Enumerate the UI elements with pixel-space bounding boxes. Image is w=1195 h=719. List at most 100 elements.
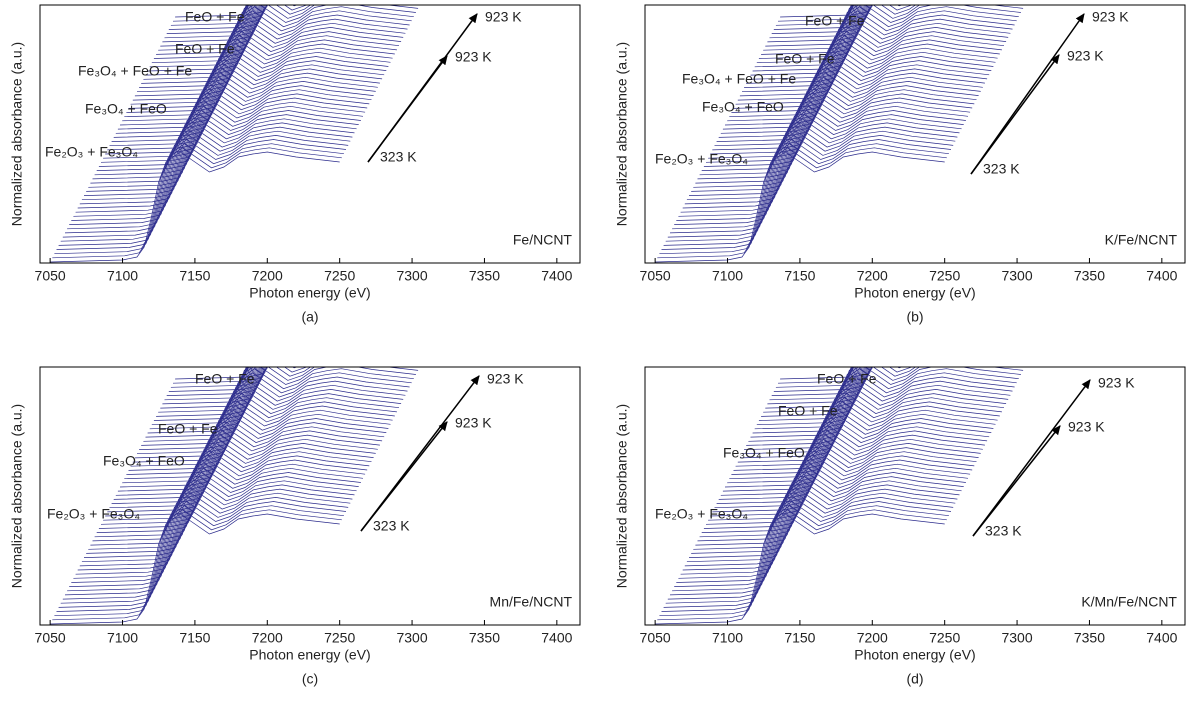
spectrum xyxy=(769,5,869,39)
spectrum xyxy=(731,367,1021,475)
spectrum xyxy=(748,367,857,442)
spectrum xyxy=(166,367,265,396)
spectrum xyxy=(684,455,975,567)
spectrum xyxy=(708,409,998,521)
spectrum xyxy=(107,39,397,151)
spectrum xyxy=(667,488,958,600)
spectrum xyxy=(149,367,255,430)
x-tick-label: 7200 xyxy=(857,630,888,646)
annotation: Fe₃O₄ + FeO xyxy=(85,101,167,117)
spectrum xyxy=(655,151,945,263)
spectrum xyxy=(166,5,265,34)
temperature-label: 923 K xyxy=(455,415,492,431)
x-tick-label: 7250 xyxy=(929,630,960,646)
spectrum xyxy=(688,85,979,196)
spectrum xyxy=(767,5,868,43)
spectrum xyxy=(92,430,383,542)
spectrum xyxy=(765,367,867,409)
x-tick-label: 7150 xyxy=(784,630,815,646)
spectrum xyxy=(128,5,419,109)
spectrum xyxy=(147,5,254,72)
spectrum xyxy=(739,367,903,459)
spectrum xyxy=(665,130,956,242)
spectrum xyxy=(693,76,983,188)
x-tick-label: 7350 xyxy=(469,268,500,284)
x-tick-label: 7250 xyxy=(324,630,355,646)
spectrum xyxy=(746,367,855,446)
spectrum xyxy=(83,85,374,196)
temperature-label: 323 K xyxy=(373,518,410,534)
spectrum xyxy=(718,388,1009,500)
spectrum xyxy=(113,388,404,500)
spectrum xyxy=(739,5,903,97)
spectrum xyxy=(168,367,266,392)
spectrum xyxy=(69,476,359,587)
spectrum xyxy=(100,51,391,163)
annotation: FeO + Fe xyxy=(817,371,877,387)
spectrum xyxy=(695,434,985,546)
x-tick-label: 7050 xyxy=(640,268,671,284)
spectrum xyxy=(81,451,372,563)
spectrum xyxy=(737,367,913,463)
spectrum xyxy=(111,393,402,504)
caption: (a) xyxy=(301,309,318,325)
spectrum xyxy=(158,5,260,51)
spectrum xyxy=(119,376,410,488)
spectrum xyxy=(164,367,264,401)
spectrum xyxy=(143,367,252,442)
annotation: Fe₃O₄ + FeO + Fe xyxy=(78,63,192,79)
spectrum xyxy=(162,367,263,405)
spectrum xyxy=(117,18,408,130)
spectrum xyxy=(731,5,1021,113)
annotation: FeO + Fe xyxy=(195,371,255,387)
spectrum xyxy=(659,505,949,617)
spectrum xyxy=(164,5,264,39)
spectrum xyxy=(160,367,262,409)
spectrum xyxy=(741,5,854,93)
spectrum xyxy=(682,97,973,209)
spectrum xyxy=(744,5,855,88)
annotation: FeO + Fe xyxy=(805,13,865,29)
spectrum xyxy=(79,455,370,567)
spectrum xyxy=(83,447,374,558)
x-tick-label: 7300 xyxy=(1001,268,1032,284)
spectrum xyxy=(777,5,873,22)
spectrum xyxy=(153,367,258,421)
annotation: FeO + Fe xyxy=(185,9,245,25)
x-axis-label: Photon energy (eV) xyxy=(249,647,370,663)
annotation: Fe₃O₄ + FeO xyxy=(702,99,784,115)
spectrum xyxy=(52,509,342,621)
spectrum xyxy=(688,447,979,558)
spectrum xyxy=(703,418,994,529)
spectrum xyxy=(727,10,1017,122)
spectrum xyxy=(160,5,262,47)
axes-frame xyxy=(39,366,581,626)
spectrum xyxy=(741,367,854,455)
spectrum xyxy=(682,459,973,571)
x-tick-label: 7150 xyxy=(179,630,210,646)
spectrum xyxy=(672,118,962,230)
spectrum xyxy=(122,10,412,122)
spectrum xyxy=(691,80,981,192)
spectrum xyxy=(699,426,990,538)
annotation: Fe₂O₃ + Fe₃O₄ xyxy=(45,144,138,160)
spectrum xyxy=(771,5,870,34)
spectrum xyxy=(680,101,971,213)
spectrum xyxy=(705,51,996,163)
x-tick-label: 7100 xyxy=(712,268,743,284)
x-tick-label: 7100 xyxy=(107,268,138,284)
spectrum xyxy=(145,5,253,76)
spectrum xyxy=(754,367,860,430)
x-tick-label: 7200 xyxy=(252,268,283,284)
panel: 7050 7100 7150 7200 7250 7300 7350 7400 Photon e… xyxy=(9,366,581,687)
spectrum xyxy=(103,47,393,159)
sample-label: Fe/NCNT xyxy=(513,232,573,248)
spectrum xyxy=(124,368,414,480)
x-tick-label: 7100 xyxy=(107,630,138,646)
spectrum xyxy=(669,484,960,596)
temperature-label: 323 K xyxy=(985,523,1022,539)
spectrum xyxy=(107,401,397,513)
spectrum xyxy=(775,367,872,388)
spectrum xyxy=(686,451,977,563)
curves xyxy=(655,367,1024,625)
